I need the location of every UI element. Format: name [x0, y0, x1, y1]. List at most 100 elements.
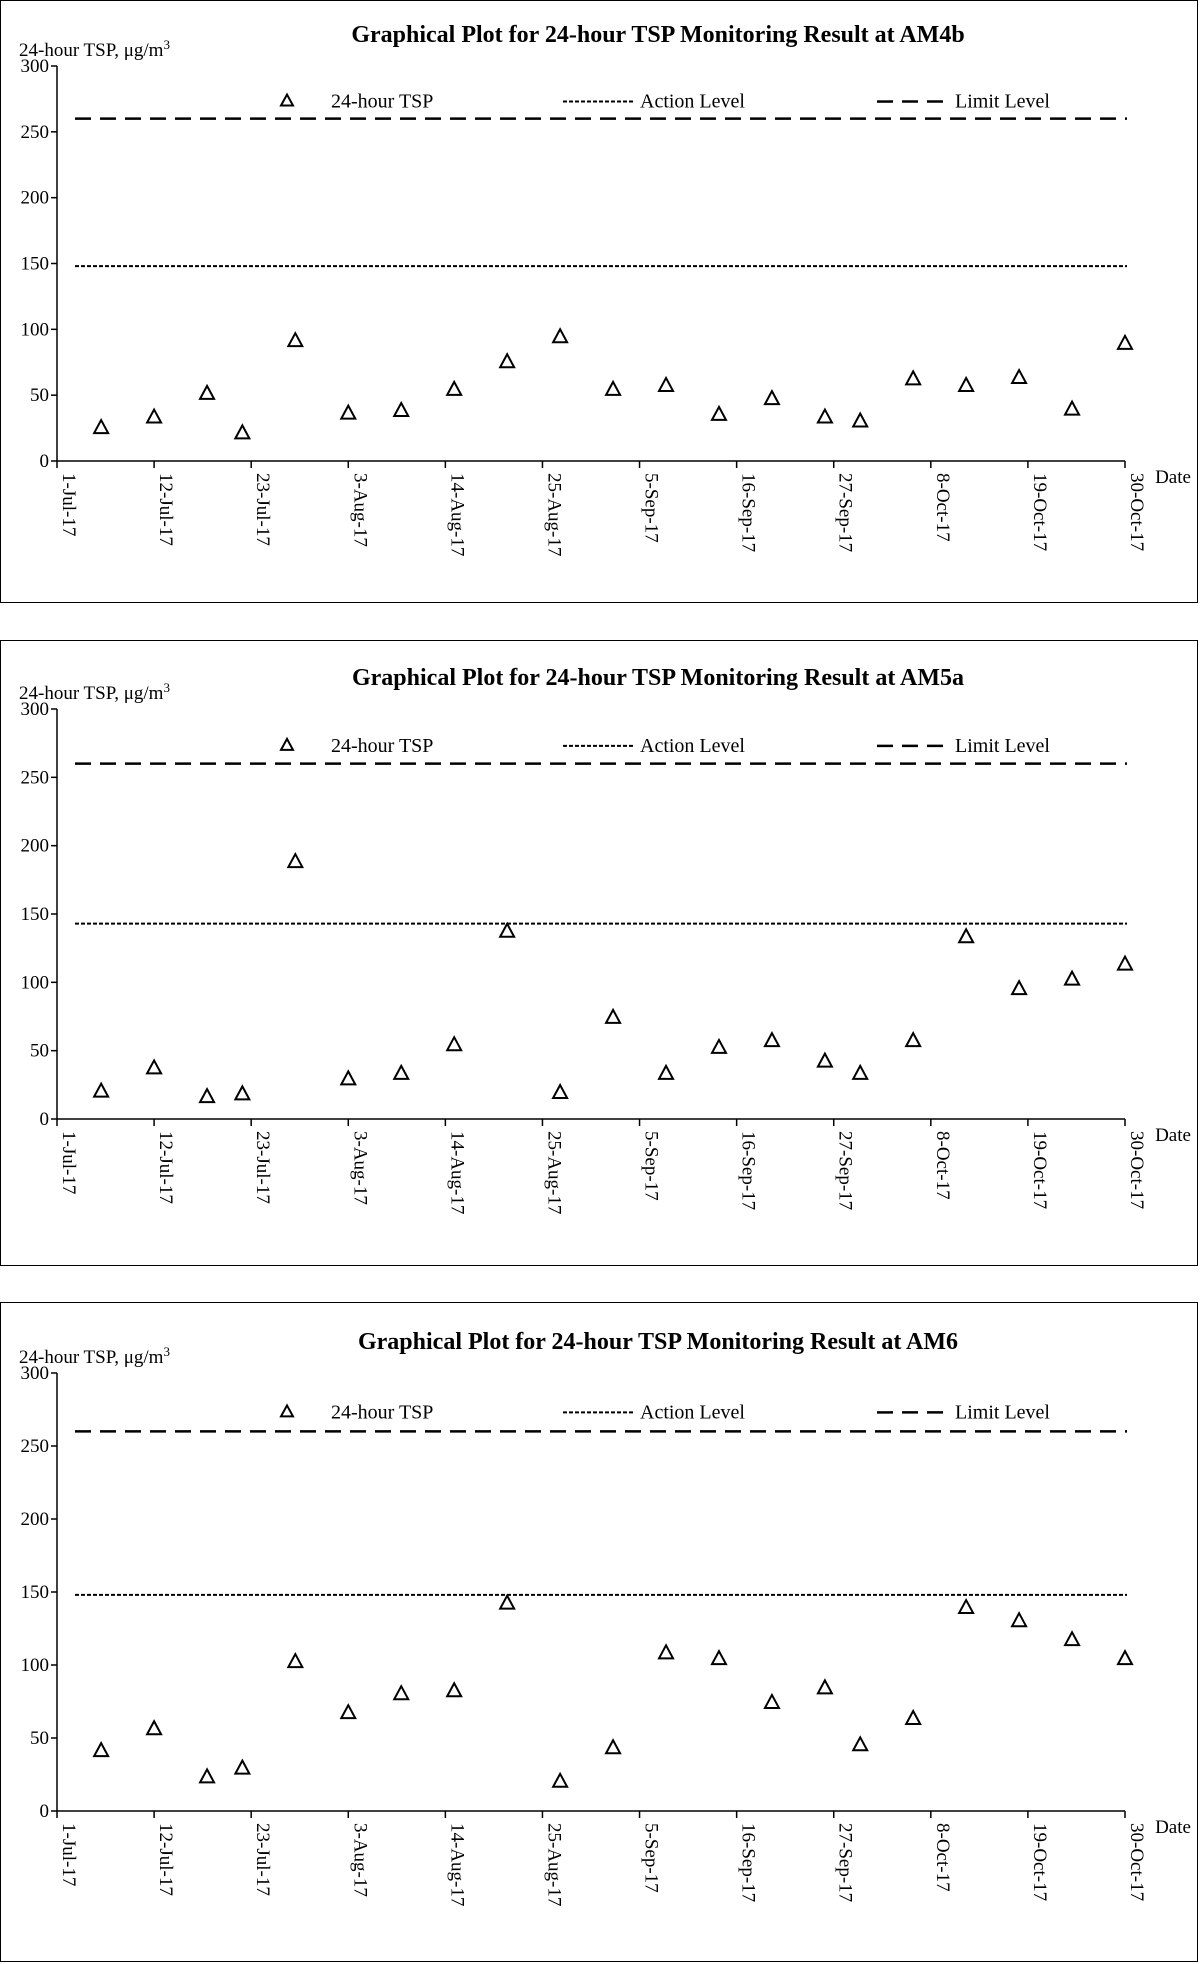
data-point [286, 851, 304, 869]
x-tick-label: 27-Sep-17 [835, 1131, 856, 1210]
data-point [851, 411, 869, 428]
data-point [710, 1037, 728, 1054]
legend-label-limit: Limit Level [955, 1401, 1050, 1423]
legend-marker-series [279, 1403, 295, 1418]
y-axis-label-superscript: 3 [163, 37, 170, 52]
x-tick-label: 3-Aug-17 [349, 473, 370, 547]
data-point [904, 1708, 922, 1726]
y-tick-label: 300 [21, 56, 50, 77]
data-point [233, 1084, 252, 1101]
x-tick-label: 3-Aug-17 [349, 1823, 370, 1897]
y-tick-label: 200 [21, 836, 50, 857]
data-point [339, 1069, 357, 1086]
x-tick-label: 19-Oct-17 [1029, 473, 1050, 551]
legend-label-action: Action Level [640, 1401, 745, 1423]
legend-label-limit: Limit Level [955, 735, 1050, 757]
data-point [710, 404, 728, 421]
x-tick-label: 30-Oct-17 [1126, 1131, 1147, 1209]
chart-svg: Graphical Plot for 24-hour TSP Monitorin… [19, 1329, 1191, 1906]
data-point [286, 1651, 304, 1669]
data-point [657, 1063, 675, 1080]
y-tick-label: 200 [21, 188, 50, 209]
legend-marker-series [279, 736, 295, 751]
y-tick-label: 0 [40, 451, 50, 472]
data-point [551, 1082, 569, 1100]
y-axis-label: 24-hour TSP, μg/m3 [19, 680, 170, 704]
data-point [1010, 1611, 1028, 1628]
y-tick-label: 0 [40, 1109, 50, 1130]
data-point [198, 383, 216, 400]
data-point [145, 1719, 163, 1736]
x-tick-label: 1-Jul-17 [58, 1823, 79, 1886]
y-axis-label: 24-hour TSP, μg/m3 [19, 1344, 170, 1368]
data-point [851, 1063, 869, 1080]
x-tick-label: 23-Jul-17 [252, 473, 273, 546]
x-tick-label: 25-Aug-17 [543, 473, 564, 556]
data-point [92, 417, 110, 435]
y-tick-label: 250 [21, 1436, 50, 1457]
data-point [498, 352, 516, 369]
legend-label-series: 24-hour TSP [331, 91, 433, 113]
y-tick-label: 100 [21, 1655, 50, 1676]
x-tick-label: 8-Oct-17 [932, 1823, 953, 1892]
data-point [1116, 333, 1134, 350]
data-point [904, 1030, 922, 1048]
data-point [145, 407, 163, 424]
data-point [957, 1597, 975, 1615]
chart-panel: Graphical Plot for 24-hour TSP Monitorin… [0, 1302, 1198, 1962]
y-tick-label: 250 [21, 122, 50, 143]
x-tick-label: 23-Jul-17 [252, 1131, 273, 1204]
data-point [198, 1767, 216, 1784]
data-point [1063, 1630, 1081, 1647]
chart-title: Graphical Plot for 24-hour TSP Monitorin… [351, 22, 964, 48]
data-point [551, 1771, 569, 1788]
legend-label-series: 24-hour TSP [331, 1401, 433, 1423]
data-point [445, 1035, 463, 1052]
data-point [198, 1087, 216, 1104]
data-point [145, 1058, 163, 1075]
x-tick-label: 30-Oct-17 [1126, 1823, 1147, 1901]
chart-svg: Graphical Plot for 24-hour TSP Monitorin… [19, 665, 1191, 1214]
chart-title: Graphical Plot for 24-hour TSP Monitorin… [358, 1329, 958, 1355]
x-axis-label: Date [1155, 1125, 1191, 1146]
y-tick-label: 150 [21, 1582, 50, 1603]
y-tick-label: 150 [21, 254, 50, 275]
data-point [498, 1593, 516, 1610]
x-tick-label: 16-Sep-17 [738, 473, 759, 552]
y-axis-label: 24-hour TSP, μg/m3 [19, 37, 170, 61]
x-tick-label: 8-Oct-17 [932, 1131, 953, 1200]
x-tick-label: 25-Aug-17 [543, 1823, 564, 1906]
x-tick-label: 19-Oct-17 [1029, 1823, 1050, 1901]
x-tick-label: 14-Aug-17 [446, 1131, 467, 1214]
x-tick-label: 8-Oct-17 [932, 473, 953, 542]
x-tick-label: 27-Sep-17 [835, 473, 856, 552]
data-point [392, 1684, 410, 1701]
data-point [92, 1741, 110, 1758]
y-tick-label: 100 [21, 319, 50, 340]
data-point [763, 1030, 781, 1048]
data-point [392, 1063, 410, 1080]
legend-marker-series [279, 92, 295, 107]
data-point [445, 379, 463, 396]
data-point [1116, 1649, 1134, 1666]
x-tick-label: 16-Sep-17 [738, 1131, 759, 1210]
legend-label-action: Action Level [640, 735, 745, 757]
x-tick-label: 19-Oct-17 [1029, 1131, 1050, 1209]
data-point [233, 1758, 252, 1775]
x-tick-label: 16-Sep-17 [738, 1823, 759, 1902]
data-point [233, 423, 252, 440]
x-tick-label: 27-Sep-17 [835, 1823, 856, 1902]
x-tick-label: 5-Sep-17 [641, 473, 662, 543]
chart-svg: Graphical Plot for 24-hour TSP Monitorin… [19, 22, 1191, 556]
data-point [710, 1649, 728, 1666]
chart-panel: Graphical Plot for 24-hour TSP Monitorin… [0, 640, 1198, 1266]
y-tick-label: 50 [30, 385, 49, 406]
y-tick-label: 50 [30, 1041, 49, 1062]
data-point [1010, 367, 1028, 385]
y-tick-label: 50 [30, 1728, 49, 1749]
data-point [92, 1081, 110, 1098]
x-tick-label: 12-Jul-17 [155, 1131, 176, 1204]
x-tick-label: 14-Aug-17 [446, 473, 467, 556]
data-point [604, 1738, 622, 1755]
x-tick-label: 1-Jul-17 [58, 473, 79, 536]
